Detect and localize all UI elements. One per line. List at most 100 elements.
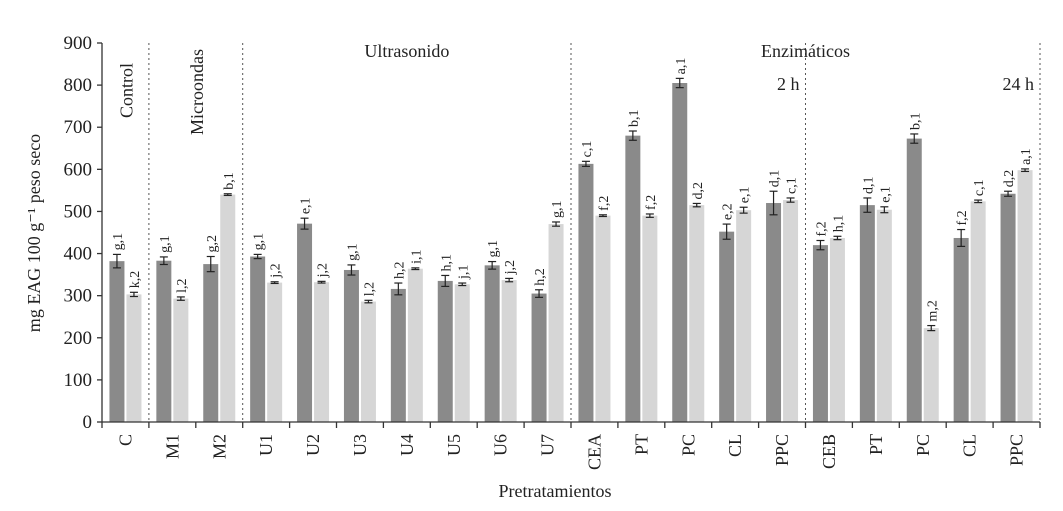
bar bbox=[876, 209, 892, 422]
y-tick-label: 500 bbox=[64, 201, 93, 222]
data-label: b,1 bbox=[222, 172, 237, 190]
bar bbox=[390, 288, 406, 422]
bar bbox=[314, 282, 330, 422]
bar bbox=[360, 301, 376, 422]
data-label: j,1 bbox=[456, 265, 471, 280]
y-tick-label: 400 bbox=[64, 244, 93, 265]
data-label: c,1 bbox=[580, 141, 595, 158]
bar bbox=[719, 231, 735, 422]
x-category-label: C bbox=[115, 434, 135, 446]
bar bbox=[220, 194, 236, 422]
x-category-label: U5 bbox=[444, 434, 464, 456]
data-label: e,2 bbox=[721, 203, 736, 220]
x-axis: C M1 M2 U1 U2 U3 U4 U5 U6 U7 CEA PT PC CL PPC CEB PT PC CL… bbox=[101, 421, 1041, 470]
group-label-control: Control bbox=[116, 63, 136, 118]
bar bbox=[736, 210, 752, 422]
group-labels: Control Microondas Ultrasonido Enzimáticos 2… bbox=[116, 41, 1034, 135]
x-category-label: PT bbox=[866, 434, 886, 455]
bar bbox=[906, 138, 922, 422]
data-label: g,1 bbox=[486, 240, 501, 258]
bar bbox=[109, 261, 125, 422]
y-tick-label: 700 bbox=[64, 117, 93, 138]
bar bbox=[859, 205, 875, 422]
bar bbox=[812, 245, 828, 422]
data-label: a,1 bbox=[1019, 148, 1034, 165]
bar bbox=[126, 294, 142, 422]
data-label: g,1 bbox=[158, 235, 173, 253]
bar bbox=[1000, 193, 1016, 422]
data-label: d,1 bbox=[768, 170, 783, 188]
data-labels: g,1 g,1 g,2 g,1 e,1 g,1 h,2 h,1 g,1 h,2 c,1 b,1 a,1 e… bbox=[111, 58, 1034, 322]
data-label: g,2 bbox=[205, 235, 220, 253]
bar bbox=[672, 83, 688, 422]
bar bbox=[642, 215, 658, 422]
x-category-label: PC bbox=[913, 434, 933, 456]
bar bbox=[156, 260, 172, 422]
bar bbox=[267, 282, 283, 422]
x-category-label: M2 bbox=[209, 434, 229, 459]
data-label: c,1 bbox=[785, 177, 800, 194]
data-label: d,2 bbox=[1002, 170, 1017, 188]
x-category-label: CEA bbox=[584, 434, 604, 470]
bar bbox=[783, 200, 799, 422]
bar bbox=[203, 264, 219, 422]
y-tick-label: 300 bbox=[64, 286, 93, 307]
data-label: e,1 bbox=[738, 187, 753, 204]
x-category-label: PT bbox=[631, 434, 651, 455]
bar bbox=[437, 280, 453, 422]
data-label: d,1 bbox=[861, 176, 876, 194]
y-tick-label: 900 bbox=[64, 33, 93, 54]
data-label: f,2 bbox=[644, 195, 659, 210]
data-label: b,1 bbox=[627, 110, 642, 128]
bar bbox=[689, 205, 705, 422]
data-label: g,1 bbox=[345, 243, 360, 261]
bar bbox=[548, 224, 564, 422]
x-category-label: CEB bbox=[819, 434, 839, 469]
y-tick-label: 100 bbox=[64, 370, 93, 391]
data-label: j,2 bbox=[503, 260, 518, 275]
data-label: h,1 bbox=[439, 254, 454, 272]
bar bbox=[407, 268, 423, 422]
x-category-label: PPC bbox=[1007, 434, 1027, 466]
data-label: h,1 bbox=[831, 215, 846, 233]
error-bars bbox=[112, 77, 1030, 332]
subgroup-label-24h: 24 h bbox=[1003, 74, 1035, 94]
x-category-label: U6 bbox=[491, 434, 511, 456]
x-category-label: CL bbox=[725, 434, 745, 457]
data-label: j,2 bbox=[269, 263, 284, 278]
x-category-label: U7 bbox=[538, 434, 558, 456]
bar bbox=[595, 215, 611, 422]
y-tick-label: 600 bbox=[64, 159, 93, 180]
data-label: f,2 bbox=[597, 196, 612, 211]
x-category-label: U4 bbox=[397, 434, 417, 456]
group-label-enzimaticos: Enzimáticos bbox=[761, 41, 850, 61]
data-label: l,2 bbox=[362, 282, 377, 296]
x-category-label: U3 bbox=[350, 434, 370, 456]
x-category-label: PPC bbox=[772, 434, 792, 466]
bars bbox=[109, 83, 1033, 422]
y-axis: 0 100 200 300 400 500 600 700 800 900 bbox=[64, 33, 103, 433]
x-category-label: U2 bbox=[303, 434, 323, 456]
y-axis-title: mg EAG 100 g⁻¹ peso seco bbox=[24, 134, 44, 332]
data-label: e,1 bbox=[299, 197, 314, 214]
group-label-microondas: Microondas bbox=[187, 49, 207, 135]
bar bbox=[484, 265, 500, 422]
data-label: b,1 bbox=[908, 112, 923, 130]
bar bbox=[297, 223, 313, 422]
data-label: m,2 bbox=[925, 300, 940, 321]
data-label: c,1 bbox=[972, 179, 987, 196]
x-category-label: U1 bbox=[256, 434, 276, 456]
bar bbox=[829, 237, 845, 422]
y-tick-label: 200 bbox=[64, 328, 93, 349]
bar bbox=[923, 328, 939, 422]
data-label: f,2 bbox=[814, 221, 829, 236]
data-label: f,2 bbox=[955, 210, 970, 225]
bar bbox=[173, 298, 189, 422]
data-label: l,2 bbox=[175, 279, 190, 293]
bar bbox=[970, 201, 986, 422]
x-category-label: CL bbox=[960, 434, 980, 457]
y-tick-label: 800 bbox=[64, 75, 93, 96]
subgroup-label-2h: 2 h bbox=[777, 74, 800, 94]
bar bbox=[766, 203, 782, 422]
